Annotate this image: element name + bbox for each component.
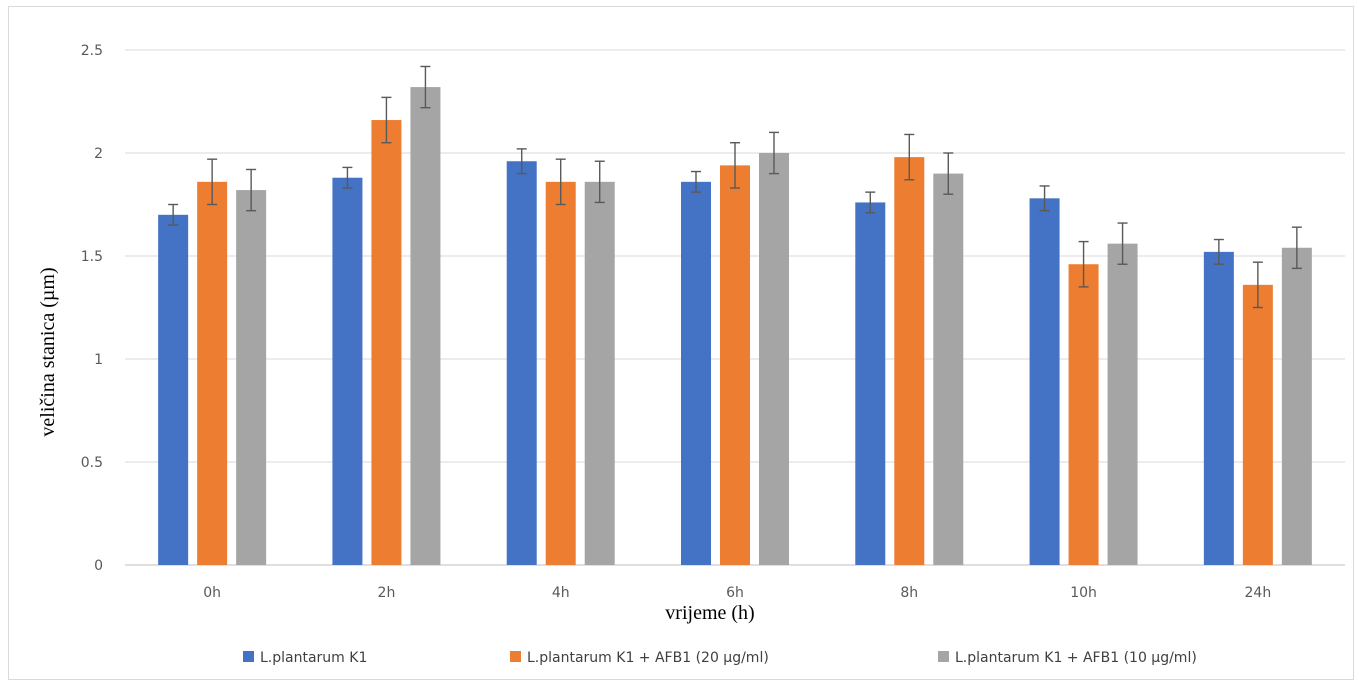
bar-8h-series-3: [933, 173, 964, 565]
y-tick-label: 2: [94, 146, 103, 162]
error-bar-6h-series-1: [691, 170, 701, 193]
error-bar-8h-series-2: [904, 133, 915, 181]
legend-swatch-series-3: [938, 651, 949, 662]
error-bar-2h-series-2: [381, 96, 392, 144]
error-bar-24h-series-3: [1291, 226, 1302, 270]
y-tick-label: 1.5: [81, 249, 103, 265]
bar-2h-series-1: [332, 177, 363, 565]
error-bar-10h-series-2: [1078, 240, 1089, 288]
error-bar-0h-series-1: [168, 203, 179, 226]
x-tick-label: 24h: [1245, 585, 1272, 601]
bar-24h-series-2: [1242, 284, 1273, 565]
error-bar-0h-series-2: [207, 158, 218, 206]
error-bar-8h-series-1: [865, 191, 876, 214]
bar-6h-series-2: [720, 165, 750, 566]
x-tick-labels: 0h 2h 4h 6h 8h 10h 24h: [203, 585, 1271, 601]
y-tick-label: 2.5: [81, 43, 103, 59]
error-bar-24h-series-1: [1213, 238, 1224, 265]
error-bar-24h-series-2: [1252, 261, 1263, 309]
legend-label-series-3: L.plantarum K1 + AFB1 (10 µg/ml): [955, 650, 1197, 666]
legend-label-series-1: L.plantarum K1: [260, 650, 367, 666]
bar-4h-series-1: [506, 161, 537, 566]
x-tick-label: 2h: [378, 585, 396, 601]
error-bars: [168, 65, 1302, 309]
error-bar-0h-series-3: [246, 168, 257, 212]
bar-4h-series-2: [545, 181, 576, 565]
bar-8h-series-1: [855, 202, 886, 565]
bar-10h-series-1: [1029, 198, 1060, 565]
y-tick-label: 1: [94, 352, 103, 368]
bar-6h-series-1: [681, 181, 711, 565]
legend-label-series-2: L.plantarum K1 + AFB1 (20 µg/ml): [527, 650, 769, 666]
x-tick-label: 4h: [552, 585, 570, 601]
error-bar-6h-series-3: [769, 131, 779, 175]
legend: L.plantarum K1 L.plantarum K1 + AFB1 (20 …: [243, 650, 1197, 666]
error-bar-6h-series-2: [730, 141, 740, 189]
y-tick-labels: 0 0.5 1 1.5 2 2.5: [81, 43, 103, 574]
error-bar-10h-series-1: [1039, 185, 1050, 212]
bar-6h-series-3: [759, 153, 789, 565]
x-tick-label: 10h: [1070, 585, 1097, 601]
y-tick-label: 0: [94, 558, 103, 574]
legend-swatch-series-1: [243, 651, 254, 662]
error-bar-4h-series-3: [594, 160, 605, 204]
error-bar-2h-series-1: [342, 166, 353, 189]
bar-24h-series-3: [1281, 247, 1312, 565]
bar-2h-series-2: [371, 120, 402, 565]
bars: [158, 87, 1312, 566]
x-axis-title: vrijeme (h): [665, 602, 754, 624]
bar-8h-series-2: [894, 157, 925, 565]
bar-0h-series-2: [197, 181, 228, 565]
bar-2h-series-3: [410, 87, 441, 565]
error-bar-4h-series-2: [555, 158, 566, 206]
error-bar-2h-series-3: [420, 65, 431, 109]
bar-0h-series-3: [236, 190, 267, 565]
x-tick-label: 0h: [203, 585, 221, 601]
bar-4h-series-3: [584, 181, 615, 565]
bar-10h-series-3: [1107, 243, 1138, 565]
y-tick-label: 0.5: [81, 455, 103, 471]
y-axis-title: veličina stanica (µm): [37, 267, 59, 436]
error-bar-10h-series-3: [1117, 222, 1128, 265]
bar-10h-series-2: [1068, 264, 1099, 565]
legend-swatch-series-2: [510, 651, 521, 662]
error-bar-8h-series-3: [943, 152, 954, 195]
bar-0h-series-1: [158, 214, 189, 566]
error-bar-4h-series-1: [516, 148, 527, 175]
bar-24h-series-1: [1203, 251, 1234, 565]
x-tick-label: 8h: [900, 585, 918, 601]
x-tick-label: 6h: [726, 585, 744, 601]
